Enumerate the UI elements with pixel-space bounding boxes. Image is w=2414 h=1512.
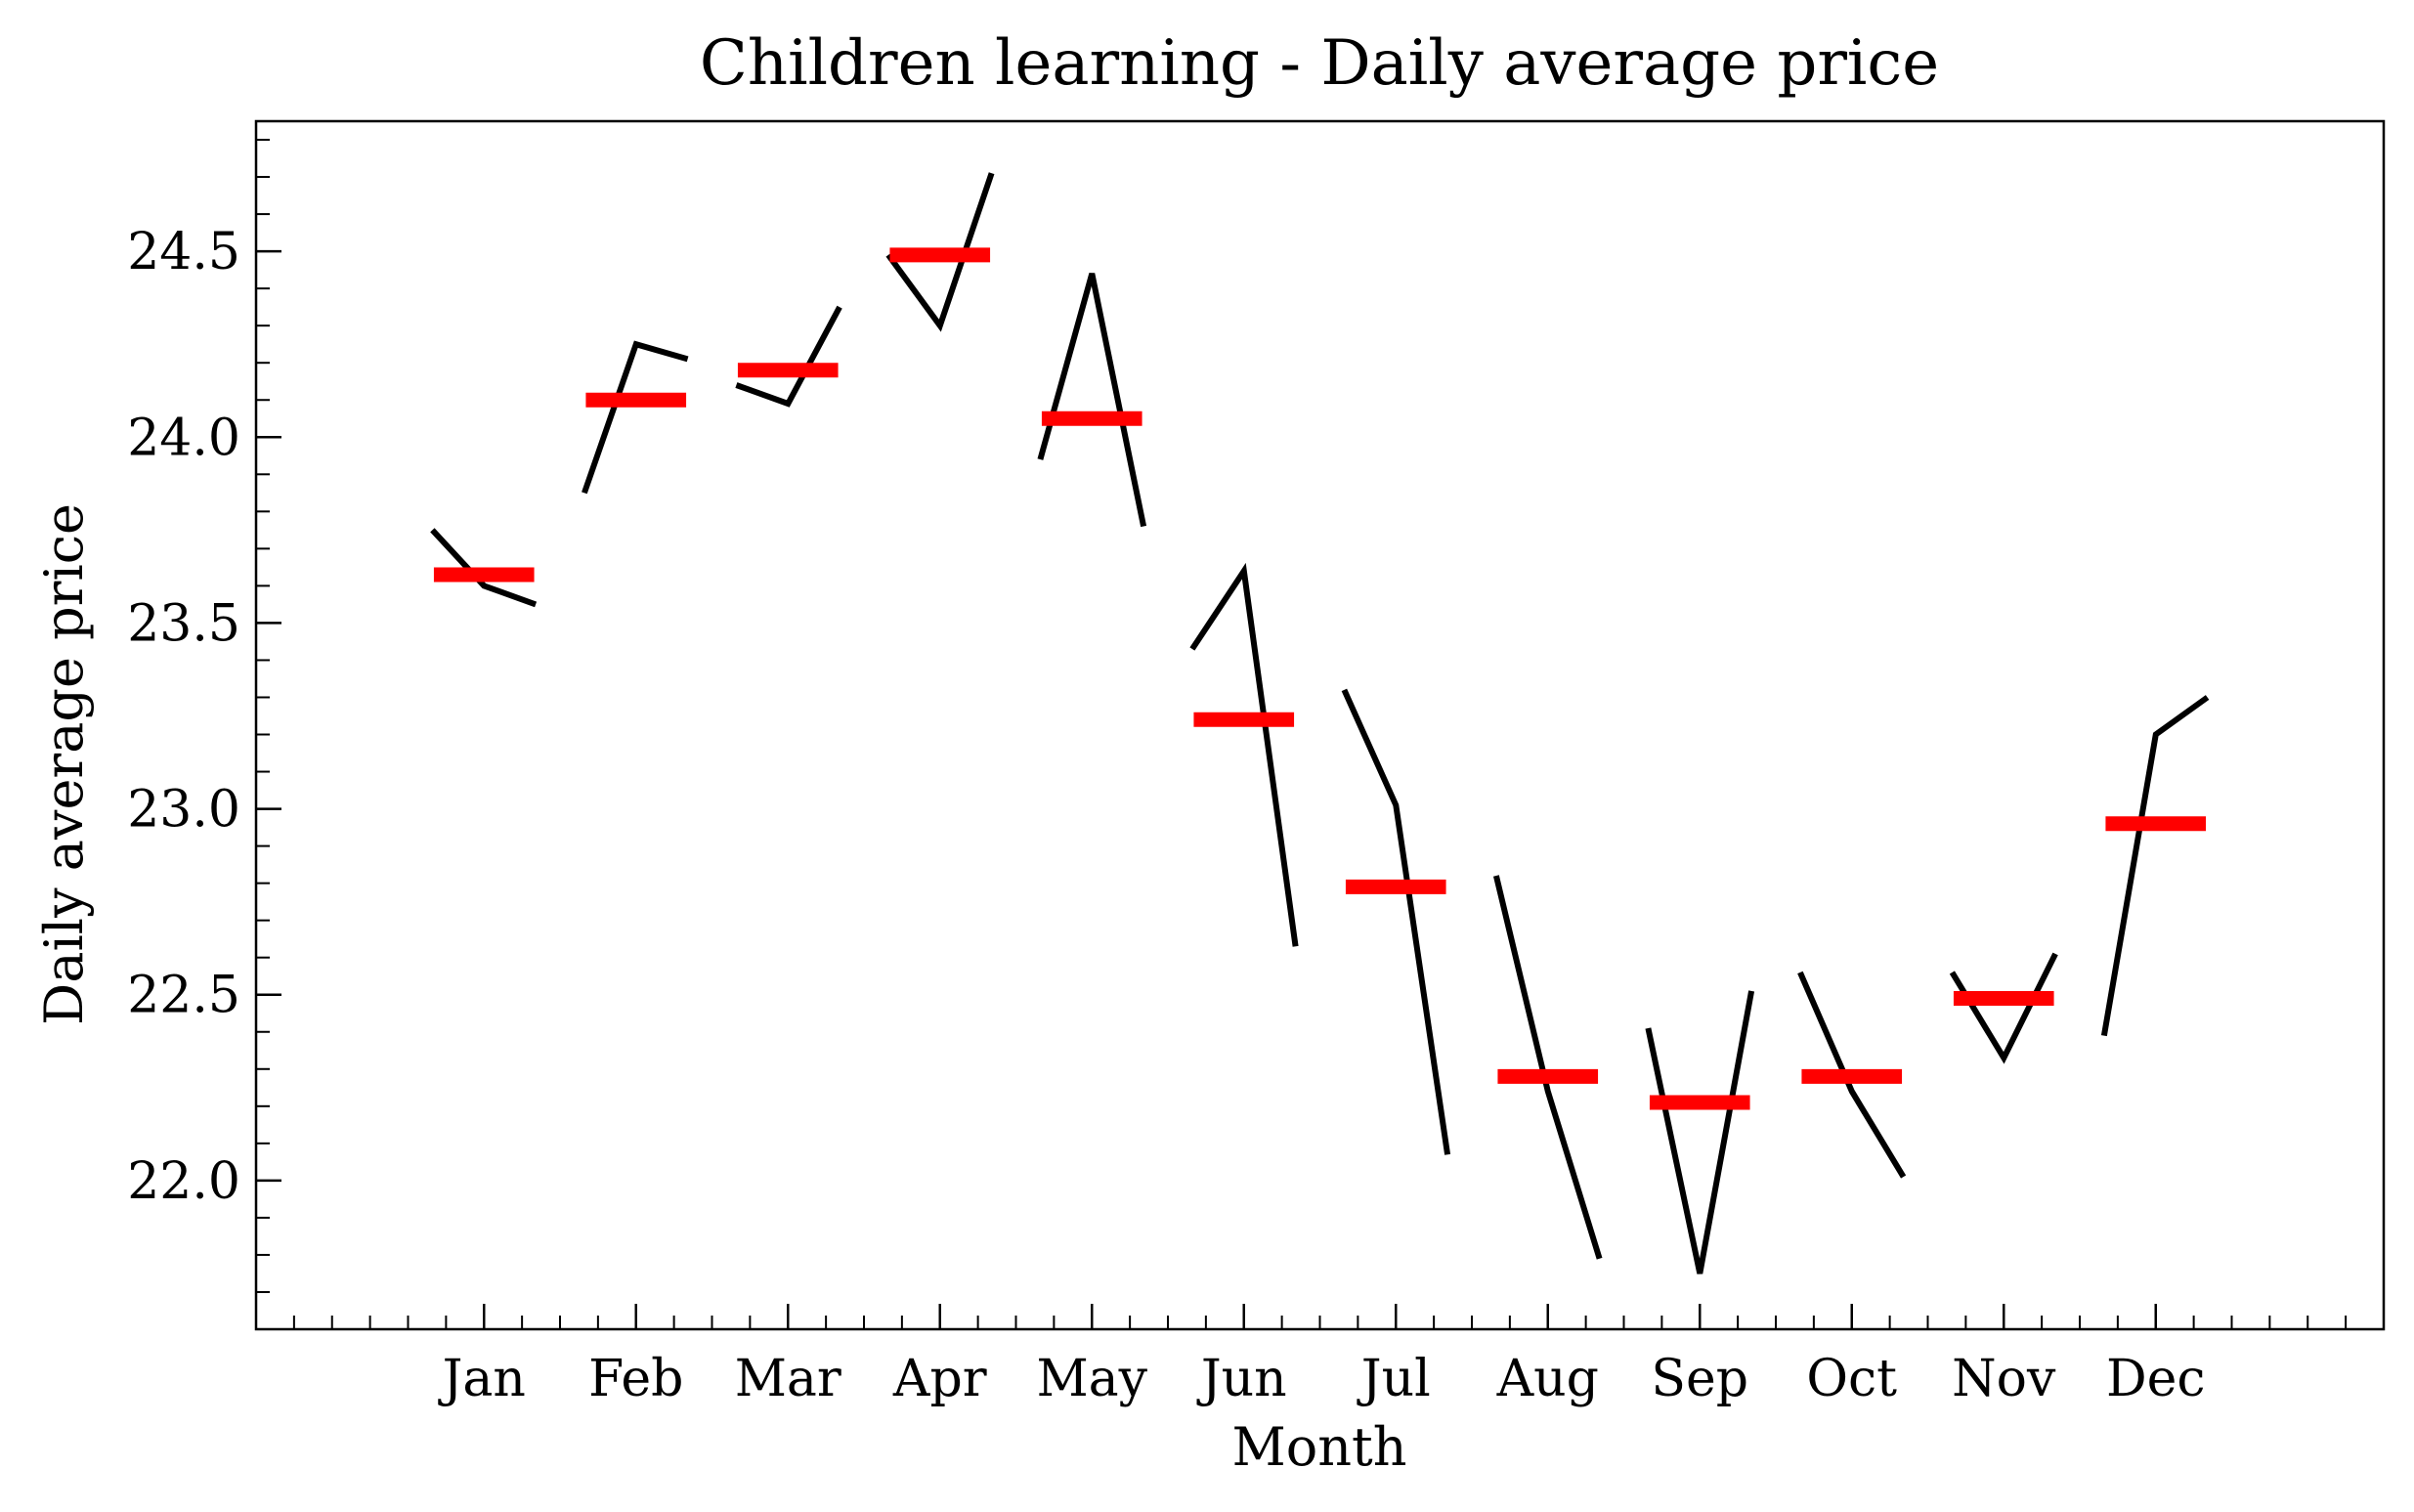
y-axis-label: Daily average price <box>33 503 95 1025</box>
daily-price-line <box>1645 990 1755 1274</box>
monthly-mean-markers <box>433 247 2207 1110</box>
major-ticks <box>256 249 2157 1329</box>
x-tick-label: Jul <box>1357 1350 1431 1408</box>
x-tick-label: May <box>1036 1350 1147 1408</box>
x-tick-label: Dec <box>2106 1350 2206 1408</box>
daily-price-line <box>1797 971 1907 1179</box>
x-tick-label: Oct <box>1806 1350 1897 1408</box>
plot-frame <box>254 119 2386 1331</box>
daily-price-line <box>1189 562 1299 947</box>
x-tick-label: Apr <box>892 1350 987 1408</box>
y-tick-label: 23.0 <box>127 781 240 840</box>
daily-price-line <box>735 305 842 408</box>
y-tick-label: 22.5 <box>127 967 240 1025</box>
daily-price-lines <box>430 172 2210 1274</box>
x-tick-label: Sep <box>1651 1350 1748 1408</box>
x-tick-label: Jan <box>438 1350 526 1408</box>
x-tick-label: Aug <box>1496 1350 1599 1408</box>
x-tick-label: Jun <box>1196 1350 1287 1408</box>
tick-labels: Jan Feb Mar Apr May Jun Jul Aug Sep Oct Nov Dec 22.0… <box>127 223 2205 1408</box>
daily-price-line <box>1949 952 2058 1064</box>
daily-price-line <box>2100 695 2210 1037</box>
daily-price-line <box>1037 273 1147 528</box>
minor-ticks <box>256 139 2348 1330</box>
x-tick-label: Feb <box>588 1350 683 1408</box>
x-axis-label: Month <box>1231 1416 1406 1478</box>
y-tick-label: 23.5 <box>127 594 240 653</box>
daily-price-line <box>430 528 538 608</box>
y-tick-label: 24.5 <box>127 223 240 281</box>
y-tick-label: 24.0 <box>127 409 240 467</box>
daily-price-line <box>582 340 689 495</box>
daily-price-line <box>885 172 995 332</box>
daily-price-line <box>1492 875 1603 1260</box>
x-tick-label: Nov <box>1952 1350 2056 1408</box>
chart-title: Children learning - Daily average price <box>700 27 1939 100</box>
x-tick-label: Mar <box>735 1350 841 1408</box>
daily-price-line <box>1341 688 1451 1155</box>
y-tick-label: 22.0 <box>127 1152 240 1211</box>
